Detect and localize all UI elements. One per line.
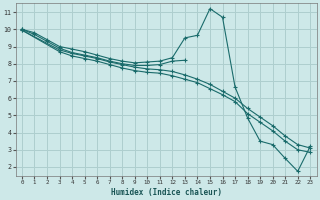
X-axis label: Humidex (Indice chaleur): Humidex (Indice chaleur) — [111, 188, 221, 197]
